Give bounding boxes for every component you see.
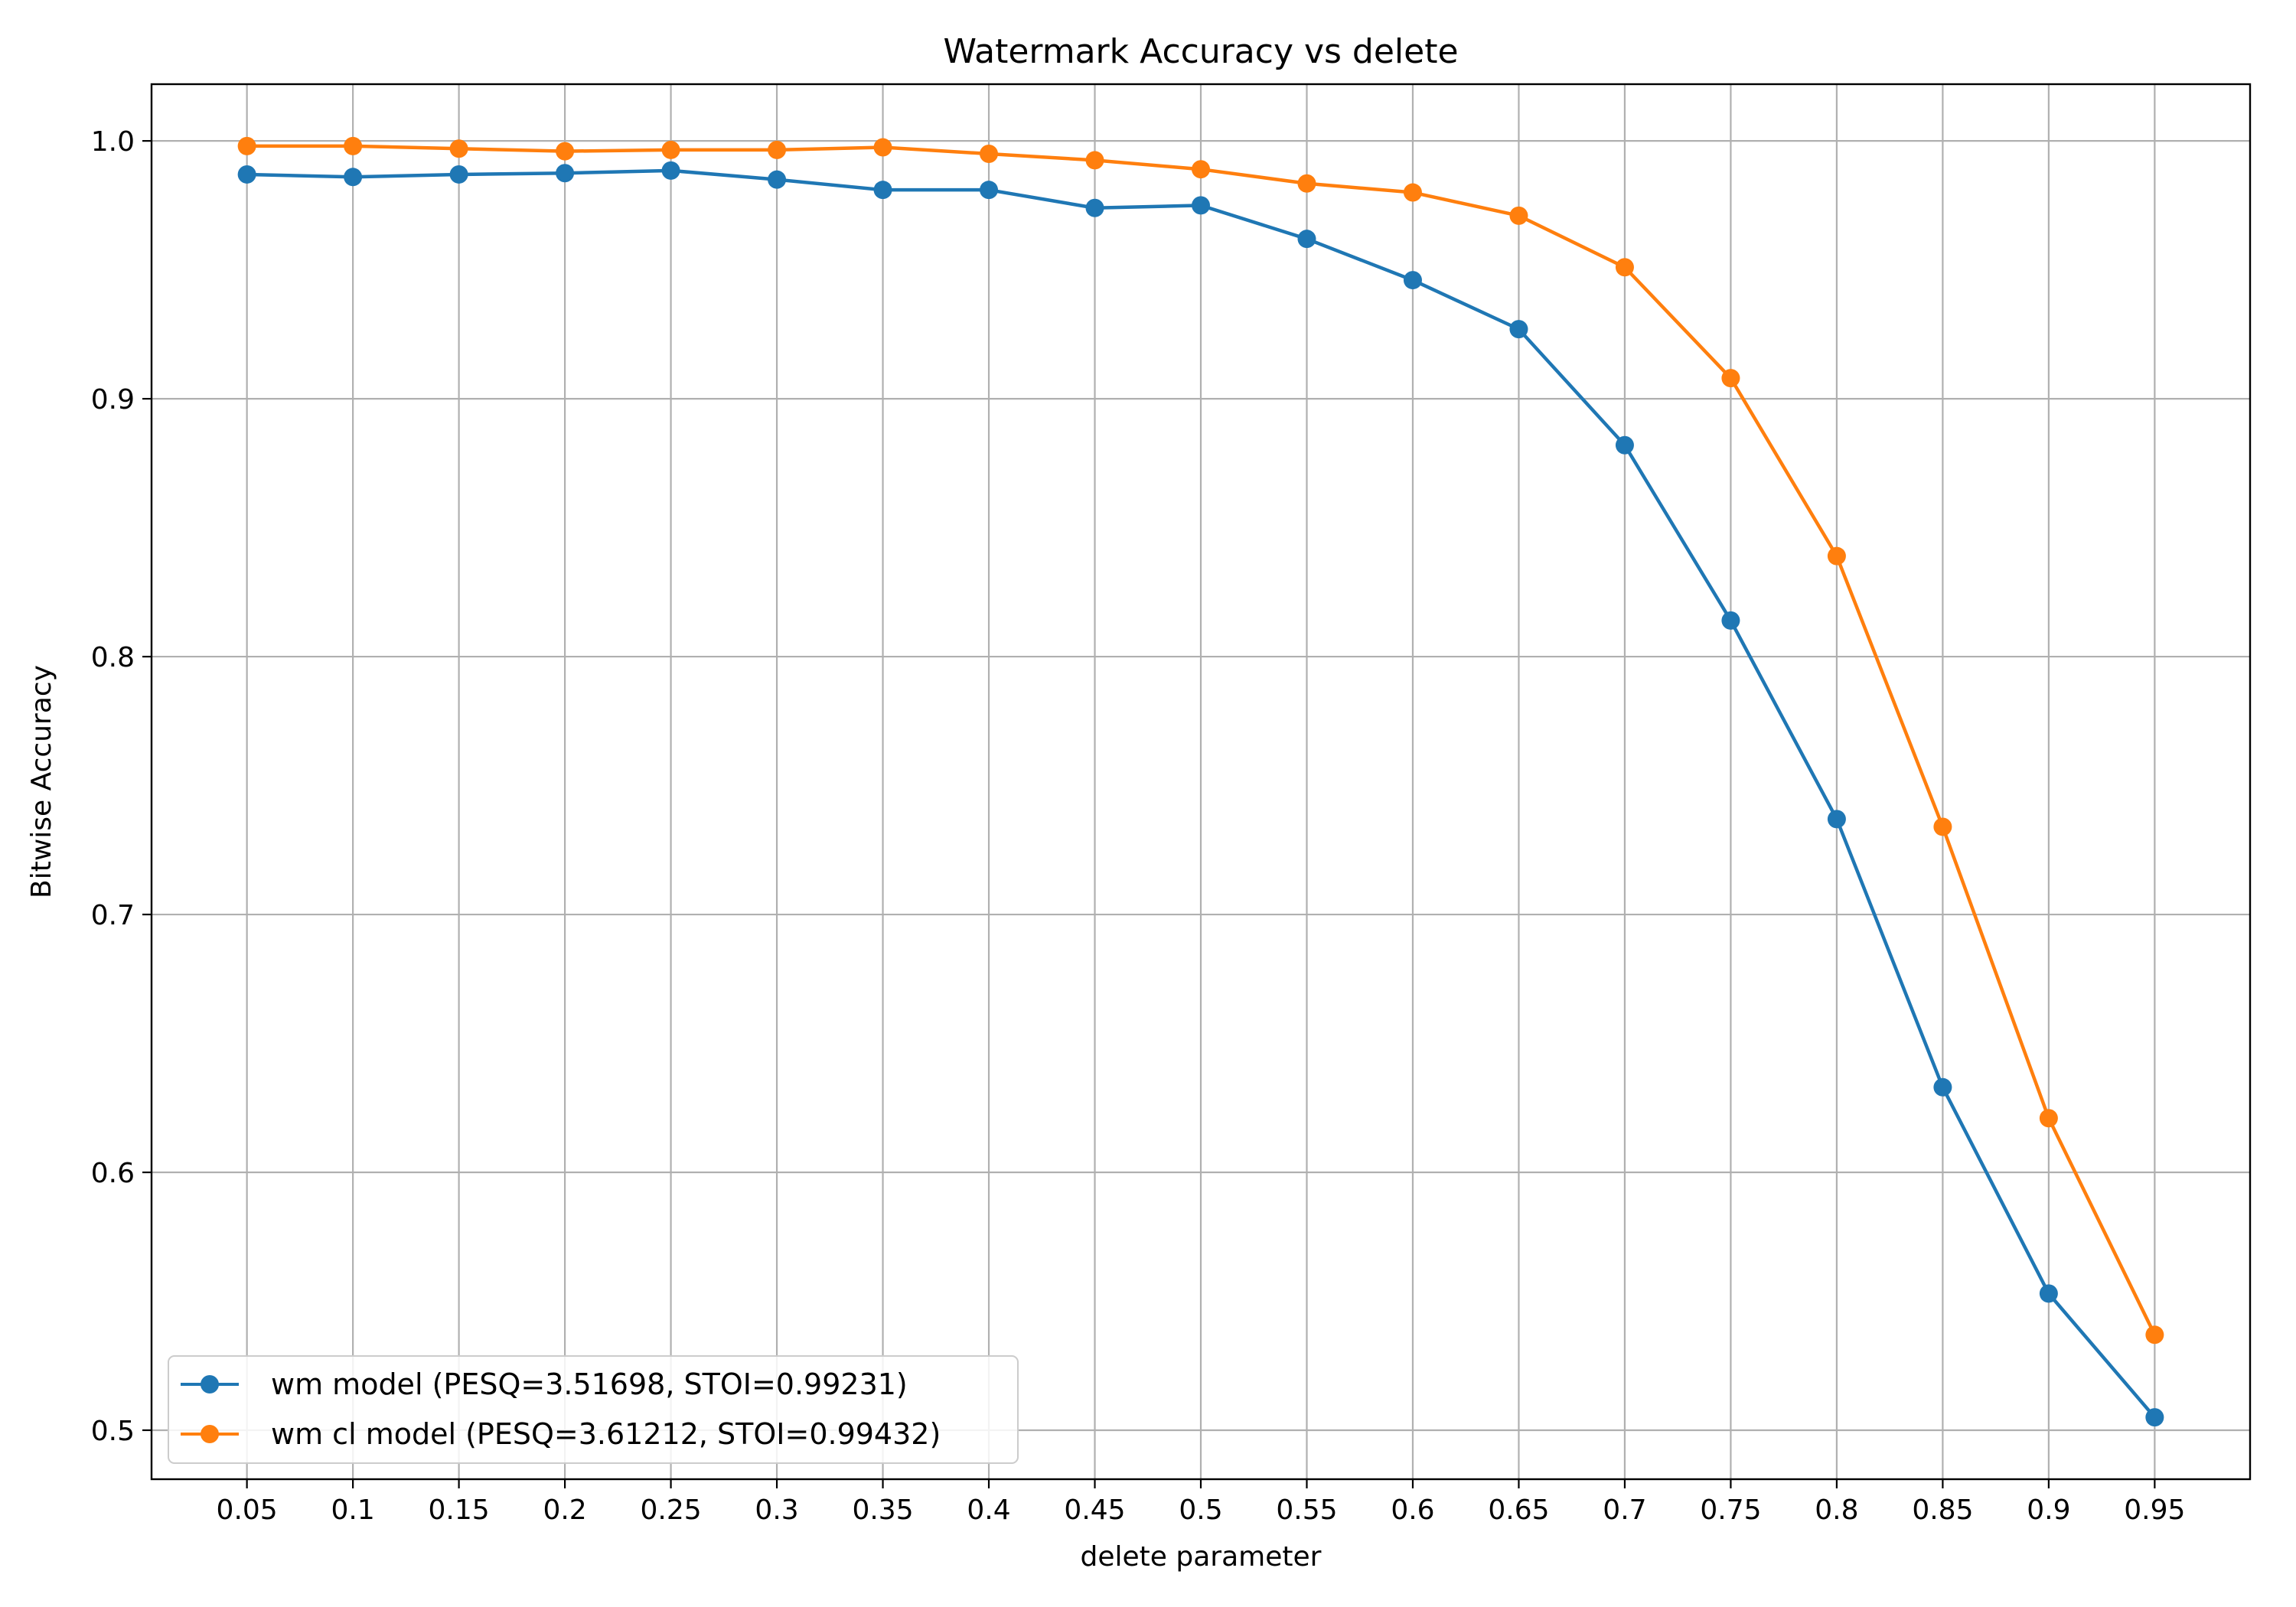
data-point xyxy=(1192,196,1210,215)
data-point xyxy=(1615,435,1634,455)
legend: wm model (PESQ=3.51698, STOI=0.99231) wm… xyxy=(168,1355,1019,1464)
legend-label-wm-model: wm model (PESQ=3.51698, STOI=0.99231) xyxy=(271,1367,908,1401)
data-point xyxy=(768,140,787,159)
data-point xyxy=(1933,817,1952,836)
x-tick-label: 0.05 xyxy=(217,1495,278,1526)
data-point xyxy=(1827,810,1846,829)
data-point xyxy=(1509,320,1528,339)
data-point xyxy=(1933,1077,1952,1097)
axis-ticks: 0.05 0.1 0.15 0.2 0.25 0.3 0.35 0.4 0.45 0.5 0.55 0… xyxy=(91,126,2186,1526)
x-tick-label: 0.75 xyxy=(1700,1495,1761,1526)
y-tick-label: 0.9 xyxy=(91,384,135,416)
data-point xyxy=(1085,198,1104,217)
x-tick-label: 0.6 xyxy=(1391,1495,1434,1526)
data-point xyxy=(344,168,363,187)
x-tick-label: 0.2 xyxy=(543,1495,586,1526)
x-tick-label: 0.85 xyxy=(1912,1495,1973,1526)
x-tick-label: 0.35 xyxy=(852,1495,913,1526)
data-point xyxy=(1192,160,1210,179)
data-point xyxy=(1403,271,1422,290)
legend-label-wm-cl-model: wm cl model (PESQ=3.61212, STOI=0.99432) xyxy=(271,1417,941,1451)
data-point xyxy=(1297,230,1316,249)
data-point xyxy=(237,136,256,155)
data-point xyxy=(873,138,892,157)
y-tick-label: 0.8 xyxy=(91,642,135,673)
x-tick-label: 0.7 xyxy=(1603,1495,1646,1526)
y-tick-label: 0.5 xyxy=(91,1416,135,1447)
data-point xyxy=(768,170,787,189)
x-tick-label: 0.5 xyxy=(1179,1495,1222,1526)
x-tick-label: 0.8 xyxy=(1815,1495,1858,1526)
data-point xyxy=(2145,1325,2164,1345)
data-point xyxy=(980,181,999,200)
data-point xyxy=(556,142,575,161)
data-point xyxy=(1085,151,1104,170)
data-point xyxy=(1721,611,1740,630)
y-tick-label: 0.6 xyxy=(91,1158,135,1189)
data-point xyxy=(237,165,256,184)
grid-lines xyxy=(152,84,2250,1479)
data-point xyxy=(661,161,680,180)
data-point xyxy=(873,181,892,200)
x-tick-label: 0.3 xyxy=(755,1495,798,1526)
data-point xyxy=(2039,1109,2058,1128)
x-tick-label: 0.9 xyxy=(2027,1495,2070,1526)
data-point xyxy=(556,164,575,183)
x-tick-label: 0.95 xyxy=(2124,1495,2185,1526)
legend-marker-wm-cl-model xyxy=(201,1425,219,1443)
y-tick-label: 0.7 xyxy=(91,900,135,931)
data-point xyxy=(1721,369,1740,388)
data-point xyxy=(1509,206,1528,225)
data-point xyxy=(2145,1408,2164,1427)
x-tick-label: 0.55 xyxy=(1276,1495,1337,1526)
series-layer xyxy=(237,136,2164,1427)
series-wm-cl-model xyxy=(237,136,2164,1345)
x-tick-label: 0.1 xyxy=(331,1495,374,1526)
x-tick-label: 0.15 xyxy=(429,1495,490,1526)
y-tick-label: 1.0 xyxy=(91,126,135,158)
data-point xyxy=(1297,174,1316,193)
chart-title: Watermark Accuracy vs delete xyxy=(943,32,1458,71)
y-axis-label: Bitwise Accuracy xyxy=(26,665,57,898)
data-point xyxy=(2039,1284,2058,1303)
series-wm-model xyxy=(237,161,2164,1427)
x-tick-label: 0.25 xyxy=(640,1495,701,1526)
x-axis-label: delete parameter xyxy=(1081,1541,1322,1573)
data-point xyxy=(449,139,468,158)
data-point xyxy=(1615,258,1634,277)
data-point xyxy=(449,165,468,184)
x-tick-label: 0.4 xyxy=(967,1495,1010,1526)
data-point xyxy=(1403,183,1422,202)
legend-box xyxy=(168,1355,1019,1464)
data-point xyxy=(980,144,999,163)
legend-marker-wm-model xyxy=(201,1375,219,1393)
x-tick-label: 0.65 xyxy=(1488,1495,1549,1526)
x-tick-label: 0.45 xyxy=(1064,1495,1125,1526)
data-point xyxy=(661,140,680,159)
data-point xyxy=(344,136,363,155)
data-point xyxy=(1827,546,1846,566)
